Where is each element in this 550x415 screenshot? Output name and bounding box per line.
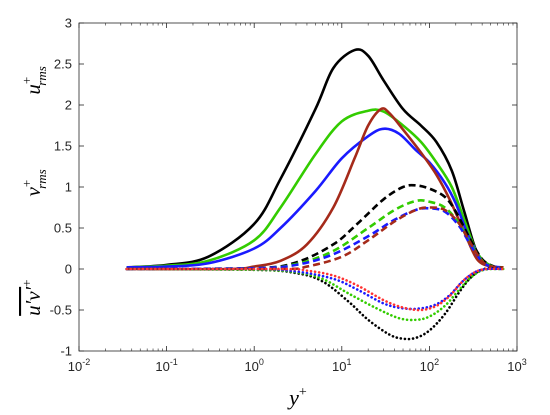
x-tick-label: 100 bbox=[244, 357, 263, 374]
y-tick-label: 3 bbox=[65, 16, 72, 31]
y-tick-label: 2 bbox=[65, 98, 72, 113]
y-axis-label-1: u+rms bbox=[19, 66, 49, 94]
y-tick-label: 1.5 bbox=[54, 139, 72, 154]
x-axis-label: y+ bbox=[287, 385, 307, 410]
x-tick-label: 103 bbox=[507, 357, 526, 374]
ticks-layer: 10-2 10-1 100 101 102 103 -1 -0.5 0 0.5 1 1.5 2 2.5 3 bbox=[50, 16, 527, 375]
y-tick-label: 0 bbox=[65, 262, 72, 277]
svg-text:v+rms: v+rms bbox=[19, 169, 49, 196]
y-tick-label: -1 bbox=[60, 344, 72, 359]
series-layer bbox=[125, 48, 505, 341]
y-axis-label-3: u′v′+ bbox=[19, 280, 45, 316]
x-tick-label: 102 bbox=[420, 357, 439, 374]
series-line-7-dashed bbox=[126, 206, 504, 271]
series-line-1-solid bbox=[126, 48, 504, 269]
y-axis-label-2: v+rms bbox=[19, 169, 49, 196]
y-tick-label: 2.5 bbox=[54, 57, 72, 72]
x-tick-label: 10-2 bbox=[68, 357, 90, 374]
svg-text:u+rms: u+rms bbox=[19, 66, 49, 94]
y-tick-label: -0.5 bbox=[50, 303, 72, 318]
series-line-9-dotted bbox=[125, 267, 505, 341]
series-line-12-dotted bbox=[125, 267, 505, 312]
series-line-2-solid bbox=[126, 108, 504, 269]
y-tick-label: 0.5 bbox=[54, 221, 72, 236]
y-tick-label: 1 bbox=[65, 180, 72, 195]
series-line-8-dashed bbox=[126, 206, 504, 271]
series-line-3-solid bbox=[126, 127, 504, 269]
x-tick-label: 10-1 bbox=[155, 357, 177, 374]
series-line-10-dotted bbox=[125, 267, 505, 322]
x-tick-label: 101 bbox=[332, 357, 351, 374]
axis-labels: y+ u+rms v+rms u′v′+ bbox=[19, 66, 307, 410]
series-line-11-dotted bbox=[125, 267, 505, 311]
svg-text:u′v′+: u′v′+ bbox=[19, 280, 45, 316]
